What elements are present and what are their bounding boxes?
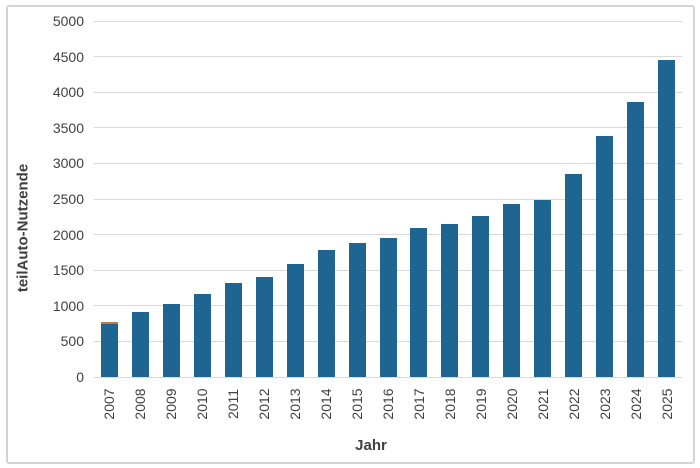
gridline-y-2000 [94, 234, 682, 236]
y-tick-label-1500: 1500 [52, 262, 84, 279]
x-axis-title: Jahr [355, 437, 387, 454]
x-tick-label-2010: 2010 [194, 388, 211, 420]
x-tick-label-2008: 2008 [132, 388, 149, 420]
bar-2008 [131, 312, 149, 377]
y-tick-label-0: 0 [76, 369, 84, 385]
x-tick-label-2013: 2013 [287, 388, 304, 420]
y-tick-label-1000: 1000 [52, 297, 84, 314]
y-tick-label-5000: 5000 [52, 13, 84, 29]
x-tick-label-2009: 2009 [163, 388, 180, 420]
y-tick-label-2500: 2500 [52, 191, 84, 207]
bar-2015 [348, 243, 366, 377]
bar-2020 [503, 203, 521, 377]
x-tick-label-2021: 2021 [534, 388, 551, 420]
bar-2021 [534, 200, 552, 377]
x-tick-label-2020: 2020 [503, 388, 520, 420]
x-tick-label-2007: 2007 [101, 388, 118, 420]
gridline-y-3000 [94, 162, 682, 164]
y-tick-label-4500: 4500 [52, 48, 84, 65]
x-tick-label-2018: 2018 [441, 388, 458, 420]
x-tick-label-2022: 2022 [565, 388, 582, 420]
bar-2013 [286, 263, 304, 377]
gridline-y-2500 [94, 198, 682, 200]
y-tick-label-3000: 3000 [52, 155, 84, 172]
x-tick-label-2017: 2017 [410, 388, 427, 420]
x-tick-label-2019: 2019 [472, 388, 489, 420]
x-tick-label-2015: 2015 [349, 388, 366, 420]
bar-cap-2007 [100, 322, 118, 325]
y-tick-label-3500: 3500 [52, 119, 84, 136]
bar-2025 [658, 60, 676, 377]
y-axis-title: teilAuto-Nutzende [14, 163, 32, 293]
gridline-y-4000 [94, 91, 682, 93]
x-tick-label-2024: 2024 [627, 388, 644, 420]
x-tick-label-2023: 2023 [596, 388, 613, 420]
bar-2019 [472, 216, 490, 377]
x-tick-label-2012: 2012 [256, 388, 273, 420]
bar-2017 [410, 228, 428, 377]
x-tick-label-2016: 2016 [380, 388, 396, 420]
gridline-y-3500 [94, 127, 682, 129]
gridline-y-5000 [94, 20, 682, 22]
y-tick-label-2000: 2000 [52, 226, 84, 243]
gridline-y-0 [94, 376, 682, 378]
bar-2024 [627, 102, 645, 377]
bar-2007 [100, 322, 118, 377]
bar-2016 [379, 238, 397, 377]
x-tick-label-2011: 2011 [225, 388, 242, 420]
bar-2009 [162, 304, 180, 377]
gridline-y-4500 [94, 56, 682, 58]
bar-2014 [317, 249, 335, 377]
y-tick-label-4000: 4000 [52, 84, 84, 101]
y-tick-label-500: 500 [60, 333, 84, 350]
bar-2022 [565, 174, 583, 377]
x-tick-label-2014: 2014 [318, 388, 335, 420]
bar-2018 [441, 223, 459, 377]
bar-2010 [193, 293, 211, 377]
bar-2011 [224, 283, 242, 377]
bar-2012 [255, 276, 273, 377]
bar-2023 [596, 135, 614, 377]
x-tick-label-2025: 2025 [658, 388, 675, 420]
